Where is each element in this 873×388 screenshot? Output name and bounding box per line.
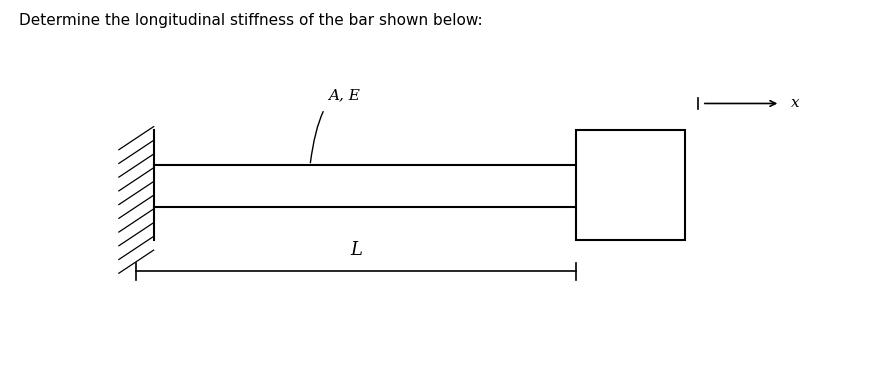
Text: x: x (791, 97, 800, 111)
Text: Determine the longitudinal stiffness of the bar shown below:: Determine the longitudinal stiffness of … (19, 13, 483, 28)
Text: m: m (622, 177, 638, 194)
Bar (575, 130, 684, 240)
Text: A, E: A, E (327, 89, 360, 103)
Text: L: L (350, 241, 362, 260)
